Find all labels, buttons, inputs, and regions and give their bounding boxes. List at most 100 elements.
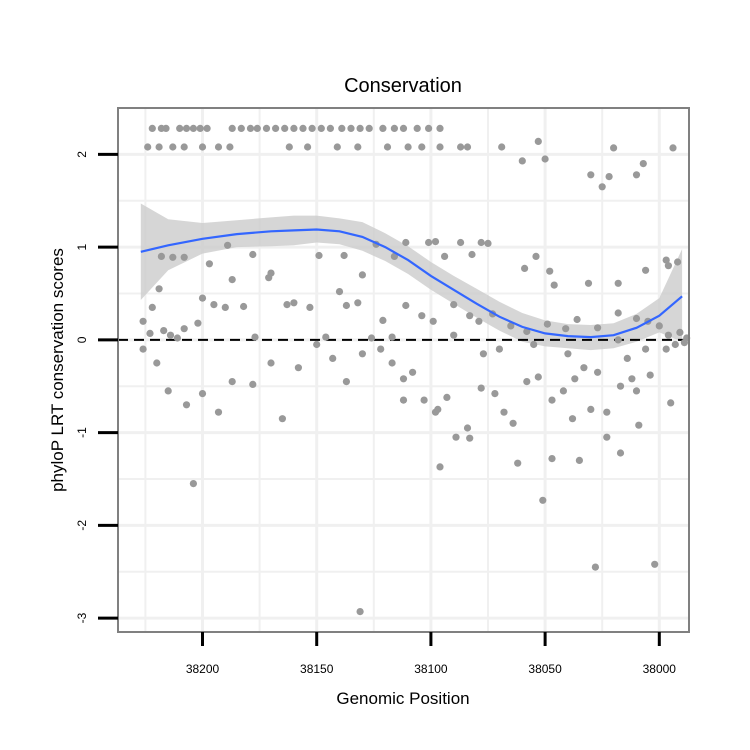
data-point	[509, 419, 517, 427]
data-point	[523, 378, 531, 386]
plot-background	[118, 108, 689, 632]
data-point	[338, 124, 346, 132]
data-point	[642, 345, 650, 353]
data-point	[616, 382, 625, 390]
data-point	[294, 364, 302, 372]
data-point	[573, 315, 581, 324]
plot-border	[117, 107, 690, 633]
data-point	[180, 253, 188, 261]
data-point	[477, 384, 485, 392]
data-point	[157, 252, 165, 260]
data-point	[160, 327, 168, 335]
data-point	[534, 137, 542, 145]
data-point	[632, 387, 641, 395]
data-point	[139, 317, 147, 325]
data-point	[575, 456, 584, 464]
data-point	[425, 238, 433, 247]
data-point	[290, 299, 298, 307]
y-tick-label: -3	[75, 612, 89, 623]
data-point	[450, 331, 458, 339]
data-point	[429, 317, 437, 325]
data-point	[198, 294, 207, 302]
data-point	[662, 345, 670, 353]
data-point	[182, 401, 191, 409]
data-point	[226, 143, 234, 151]
data-point	[628, 375, 636, 383]
data-point	[534, 373, 542, 381]
data-point	[667, 399, 675, 407]
data-point	[308, 124, 316, 132]
data-point	[614, 336, 622, 344]
plot-frame	[117, 107, 690, 633]
data-point	[500, 408, 508, 416]
data-point	[548, 396, 556, 404]
data-point	[205, 260, 213, 268]
data-point	[267, 359, 275, 367]
data-point	[198, 143, 207, 151]
data-point	[228, 276, 236, 284]
data-point	[498, 143, 506, 151]
data-point	[176, 124, 184, 132]
data-point	[598, 183, 606, 191]
data-point	[333, 143, 341, 151]
data-point	[383, 143, 392, 151]
data-point	[358, 271, 366, 279]
data-point	[189, 480, 197, 488]
data-point	[228, 378, 236, 386]
data-point	[210, 301, 218, 309]
data-point	[541, 155, 549, 163]
data-point	[182, 124, 191, 132]
data-point	[166, 331, 175, 339]
data-point	[402, 301, 410, 310]
data-point	[479, 350, 487, 358]
data-point	[399, 124, 408, 132]
data-point	[450, 301, 458, 309]
data-point	[591, 563, 600, 571]
data-point	[418, 312, 426, 320]
data-point	[329, 354, 337, 362]
data-point	[356, 608, 364, 616]
y-tick-label: 1	[75, 243, 89, 250]
data-point	[342, 378, 350, 386]
data-point	[610, 144, 618, 152]
data-point	[404, 143, 412, 151]
data-point	[354, 143, 362, 151]
data-point	[662, 256, 670, 264]
data-point	[240, 302, 248, 311]
data-point	[632, 171, 641, 179]
data-point	[539, 496, 547, 504]
data-point	[642, 266, 650, 274]
y-tick-label: -2	[75, 520, 89, 531]
data-point	[584, 279, 593, 287]
x-tick-label: 38100	[414, 662, 448, 676]
gridlines	[118, 108, 689, 632]
data-point	[153, 359, 161, 367]
data-point	[632, 314, 641, 323]
data-point	[224, 241, 232, 249]
data-point	[196, 124, 204, 132]
data-point	[475, 317, 483, 325]
data-point	[431, 238, 440, 246]
data-point	[148, 124, 156, 132]
data-point	[322, 333, 330, 341]
data-point	[616, 449, 625, 457]
data-point	[340, 251, 348, 260]
x-axis: 38200 38150 38100 38050 38000	[186, 632, 676, 676]
data-point	[664, 331, 673, 339]
data-point	[669, 144, 677, 152]
data-point	[246, 124, 255, 132]
y-tick-label: -1	[75, 427, 89, 438]
data-point	[262, 124, 271, 132]
data-point	[169, 253, 177, 261]
data-point	[169, 143, 177, 151]
data-point	[285, 143, 293, 151]
data-point	[237, 124, 245, 132]
data-points	[139, 124, 691, 616]
y-axis-label: phyloP LRT conservation scores	[48, 248, 67, 492]
data-point	[162, 124, 170, 132]
data-point	[594, 324, 602, 332]
data-point	[413, 124, 421, 132]
data-point	[358, 350, 366, 358]
data-point	[155, 143, 163, 151]
data-point	[198, 390, 207, 398]
